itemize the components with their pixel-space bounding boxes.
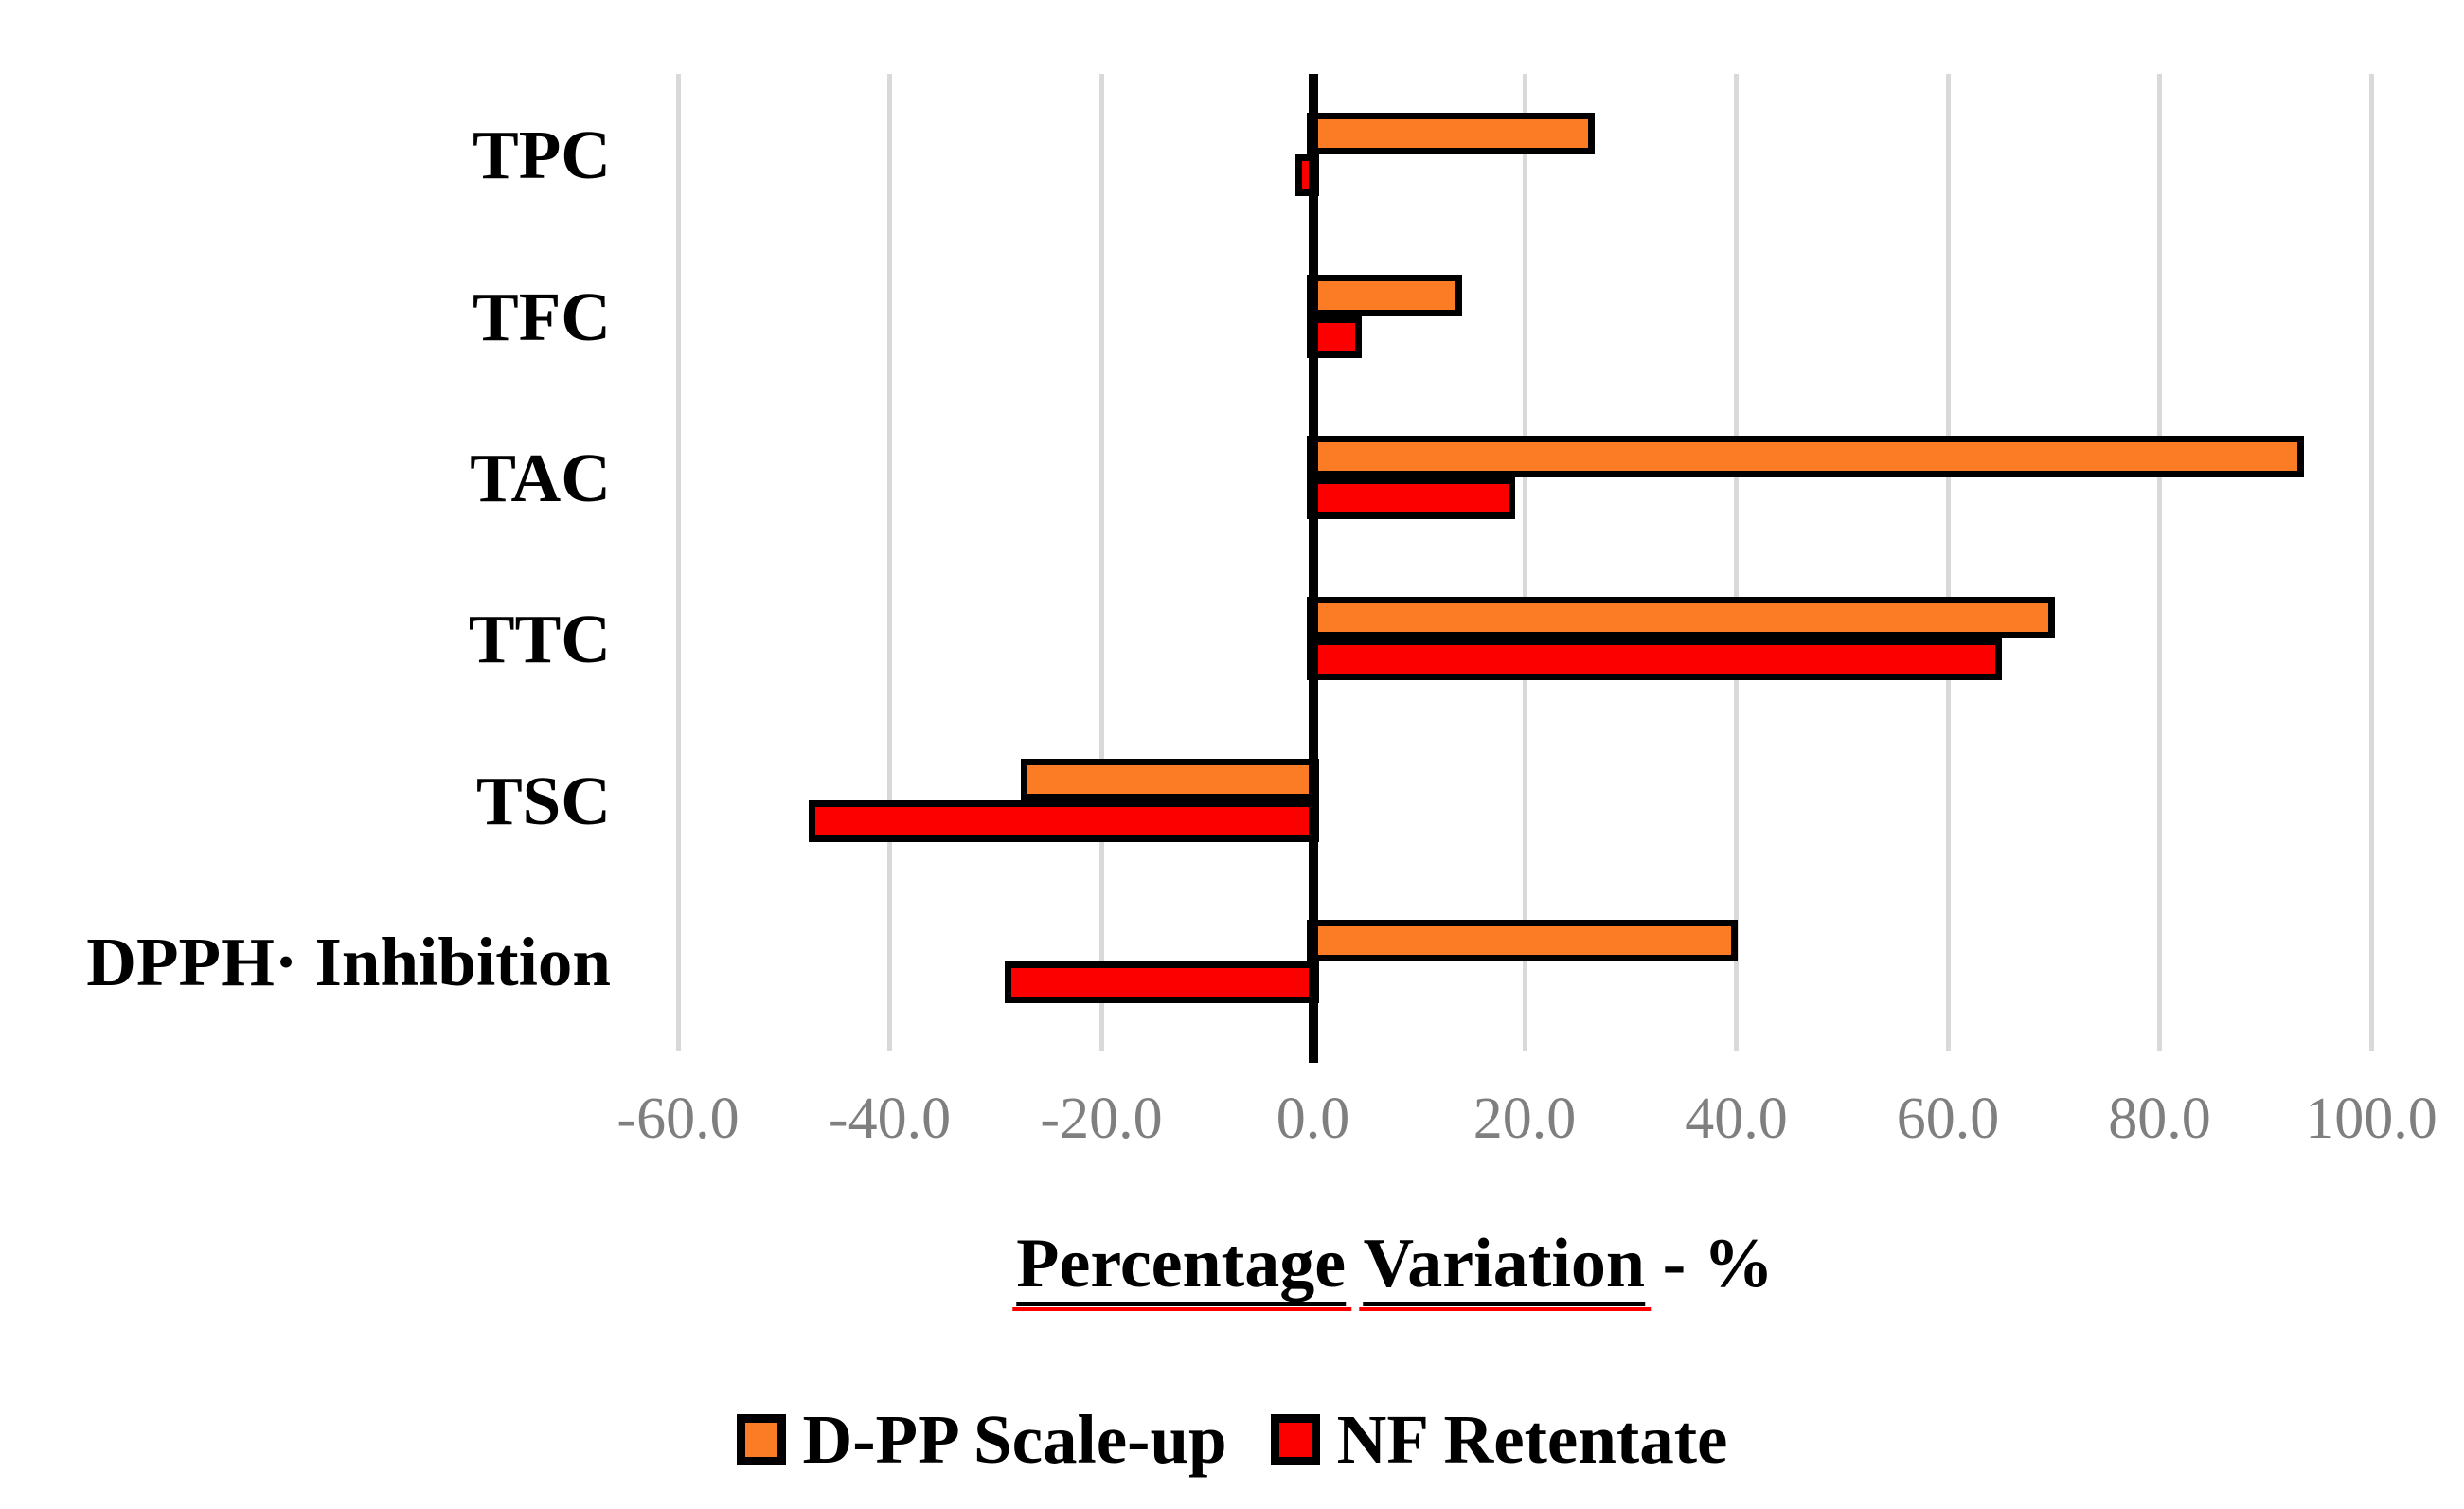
category-label: TFC	[473, 278, 611, 355]
x-axis-title-suffix: - %	[1662, 1225, 1774, 1302]
gridline	[1945, 74, 1951, 1051]
x-tick-label: -60.0	[616, 1087, 740, 1151]
gridline	[675, 74, 681, 1051]
legend-label: D-PP Scale-up	[802, 1401, 1227, 1478]
legend-item: NF Retentate	[1270, 1401, 1728, 1478]
category-label: TPC	[473, 117, 611, 194]
x-axis-title-word: Percentage	[1012, 1229, 1352, 1311]
x-tick-label: 100.0	[2305, 1087, 2437, 1151]
x-tick-label: 60.0	[1896, 1087, 2000, 1151]
category-label: TSC	[475, 762, 611, 839]
bar-nf-retentate-DPPH-Inhibition	[1005, 961, 1320, 1003]
gridline	[2368, 74, 2374, 1051]
gridline	[1734, 74, 1739, 1051]
gridline	[2157, 74, 2162, 1051]
bar-d-pp-scale-up-TFC	[1306, 274, 1463, 316]
bar-d-pp-scale-up-TAC	[1306, 435, 2304, 477]
bar-d-pp-scale-up-TSC	[1020, 758, 1320, 800]
gridline	[887, 74, 892, 1051]
x-tick-label: -40.0	[828, 1087, 952, 1151]
gridline	[1098, 74, 1104, 1051]
bar-nf-retentate-TAC	[1306, 476, 1516, 519]
legend-label: NF Retentate	[1336, 1401, 1728, 1478]
x-axis-title: Percentage Variation - %	[1012, 1229, 1774, 1311]
x-tick-label: 20.0	[1473, 1087, 1577, 1151]
category-label: DPPH· Inhibition	[86, 923, 611, 1000]
bar-nf-retentate-TSC	[809, 799, 1320, 842]
legend-swatch	[736, 1413, 786, 1465]
legend-item: D-PP Scale-up	[736, 1401, 1227, 1478]
zero-axis-line	[1308, 74, 1318, 1063]
x-axis-title-word: Variation	[1359, 1229, 1652, 1311]
chart-legend: D-PP Scale-up NF Retentate	[0, 1405, 2464, 1474]
x-tick-label: 80.0	[2108, 1087, 2211, 1151]
bar-d-pp-scale-up-TTC	[1306, 597, 2056, 639]
bar-nf-retentate-TTC	[1306, 638, 2003, 681]
x-tick-label: 40.0	[1685, 1087, 1788, 1151]
legend-swatch	[1270, 1413, 1320, 1465]
category-label: TAC	[470, 439, 611, 516]
bar-d-pp-scale-up-DPPH-Inhibition	[1306, 919, 1738, 961]
category-label: TTC	[468, 601, 611, 678]
x-tick-label: 0.0	[1276, 1087, 1350, 1151]
bar-d-pp-scale-up-TPC	[1306, 113, 1596, 155]
x-tick-label: -20.0	[1040, 1087, 1163, 1151]
gridline	[1522, 74, 1527, 1051]
